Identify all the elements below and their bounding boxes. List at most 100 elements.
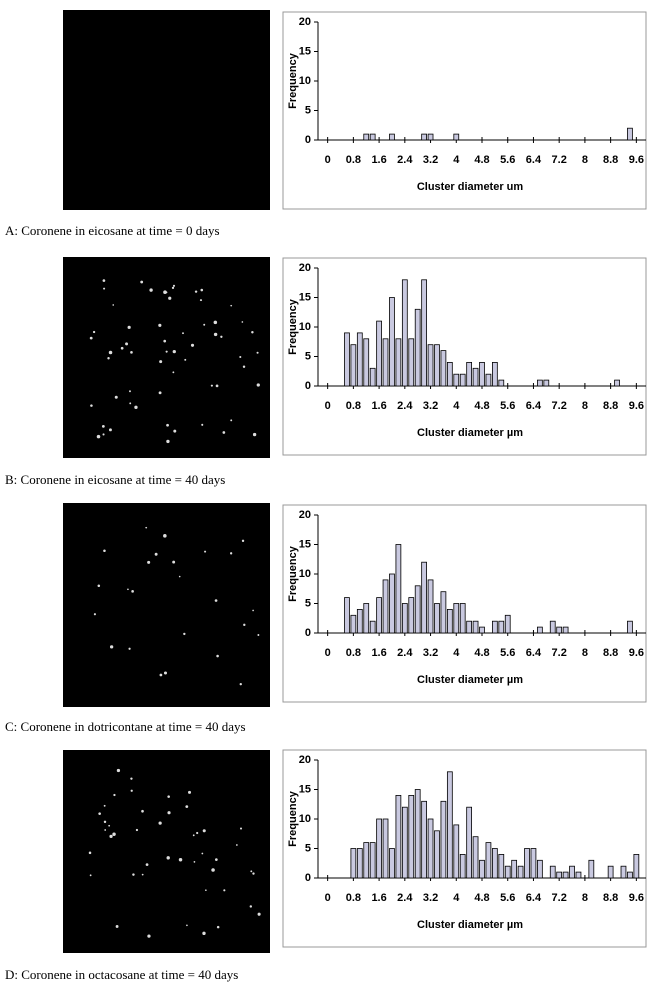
speckle xyxy=(202,931,206,936)
bar xyxy=(434,830,440,879)
bar xyxy=(427,344,434,387)
x-tick-label: 0.8 xyxy=(346,400,361,412)
bar xyxy=(350,614,357,634)
speckle xyxy=(116,768,121,773)
bar xyxy=(363,603,370,634)
speckle xyxy=(159,673,163,677)
speckle xyxy=(127,325,131,329)
speckle xyxy=(216,654,219,658)
x-tick-label: 0.8 xyxy=(346,154,361,166)
speckle xyxy=(196,831,199,835)
bar xyxy=(627,620,633,634)
speckle xyxy=(125,342,129,346)
speckle xyxy=(102,433,105,436)
bar xyxy=(491,620,498,634)
speckle xyxy=(130,351,133,354)
x-axis-label: Cluster diameter µm xyxy=(417,427,523,439)
speckle xyxy=(235,844,238,846)
x-tick-label: 3.2 xyxy=(423,154,438,166)
speckle xyxy=(108,350,113,355)
speckle xyxy=(239,682,242,686)
speckle xyxy=(241,321,244,323)
speckle xyxy=(256,383,260,387)
bar xyxy=(382,338,389,387)
bar xyxy=(434,603,440,634)
bar xyxy=(479,859,485,879)
x-tick-label: 4.8 xyxy=(474,154,489,166)
speckle xyxy=(256,351,259,354)
speckle xyxy=(128,647,131,650)
x-tick-label: 6.4 xyxy=(526,400,542,412)
x-tick-label: 5.6 xyxy=(500,892,515,904)
bar xyxy=(537,626,543,634)
bar xyxy=(543,379,550,387)
speckle xyxy=(135,828,139,832)
x-tick-label: 3.2 xyxy=(423,892,438,904)
speckle xyxy=(172,284,176,287)
y-axis-label: Frequency xyxy=(287,790,299,847)
speckle xyxy=(213,320,218,325)
speckle xyxy=(242,365,246,369)
speckle xyxy=(205,889,207,892)
x-tick-label: 0 xyxy=(325,154,331,166)
bar xyxy=(401,806,408,879)
speckle xyxy=(230,304,233,307)
speckle xyxy=(102,279,106,282)
x-tick-label: 5.6 xyxy=(500,647,515,659)
y-tick-label: 0 xyxy=(305,134,311,146)
x-tick-label: 4 xyxy=(453,647,460,659)
caption: D: Coronene in octacosane at time = 40 d… xyxy=(5,967,238,982)
y-tick-label: 10 xyxy=(299,75,311,87)
speckle xyxy=(250,870,253,873)
y-tick-label: 5 xyxy=(305,597,311,609)
x-tick-label: 6.4 xyxy=(526,892,542,904)
bar xyxy=(369,133,376,141)
bar xyxy=(408,795,415,879)
y-tick-label: 0 xyxy=(305,627,311,639)
x-axis-label: Cluster diameter µm xyxy=(417,674,523,686)
micrograph xyxy=(63,750,270,953)
speckle xyxy=(201,852,204,855)
y-axis-label: Frequency xyxy=(287,298,299,355)
y-axis-label: Frequency xyxy=(287,52,299,109)
bar xyxy=(607,865,614,879)
bar xyxy=(633,854,640,879)
x-tick-label: 9.6 xyxy=(629,400,644,412)
x-tick-label: 8.8 xyxy=(603,400,618,412)
bar xyxy=(504,865,511,879)
bar xyxy=(485,373,492,387)
bar xyxy=(517,865,524,879)
x-axis-label: Cluster diameter um xyxy=(417,181,524,193)
bar xyxy=(446,361,453,387)
speckle xyxy=(243,623,246,627)
bar xyxy=(427,133,434,141)
chart-frame xyxy=(282,11,647,210)
x-tick-label: 9.6 xyxy=(629,154,644,166)
speckle xyxy=(120,346,124,350)
speckle xyxy=(230,419,233,422)
speckle xyxy=(257,634,260,636)
speckle xyxy=(183,632,186,636)
speckle xyxy=(163,290,167,294)
bar xyxy=(537,859,543,879)
speckle xyxy=(241,539,245,543)
speckle xyxy=(163,534,167,538)
speckle xyxy=(186,924,188,927)
bar xyxy=(389,573,395,634)
x-tick-label: 0.8 xyxy=(346,647,361,659)
bar xyxy=(421,133,427,141)
x-tick-label: 1.6 xyxy=(371,892,386,904)
speckle xyxy=(163,671,168,675)
bar xyxy=(356,609,363,634)
speckle xyxy=(90,404,93,407)
speckle xyxy=(188,790,192,794)
bar xyxy=(376,320,382,387)
speckle xyxy=(140,280,144,284)
bar xyxy=(491,361,498,387)
speckle xyxy=(200,288,204,292)
bar xyxy=(376,818,382,879)
y-axis-label: Frequency xyxy=(287,545,299,602)
x-tick-label: 5.6 xyxy=(500,154,515,166)
speckle xyxy=(103,804,106,807)
